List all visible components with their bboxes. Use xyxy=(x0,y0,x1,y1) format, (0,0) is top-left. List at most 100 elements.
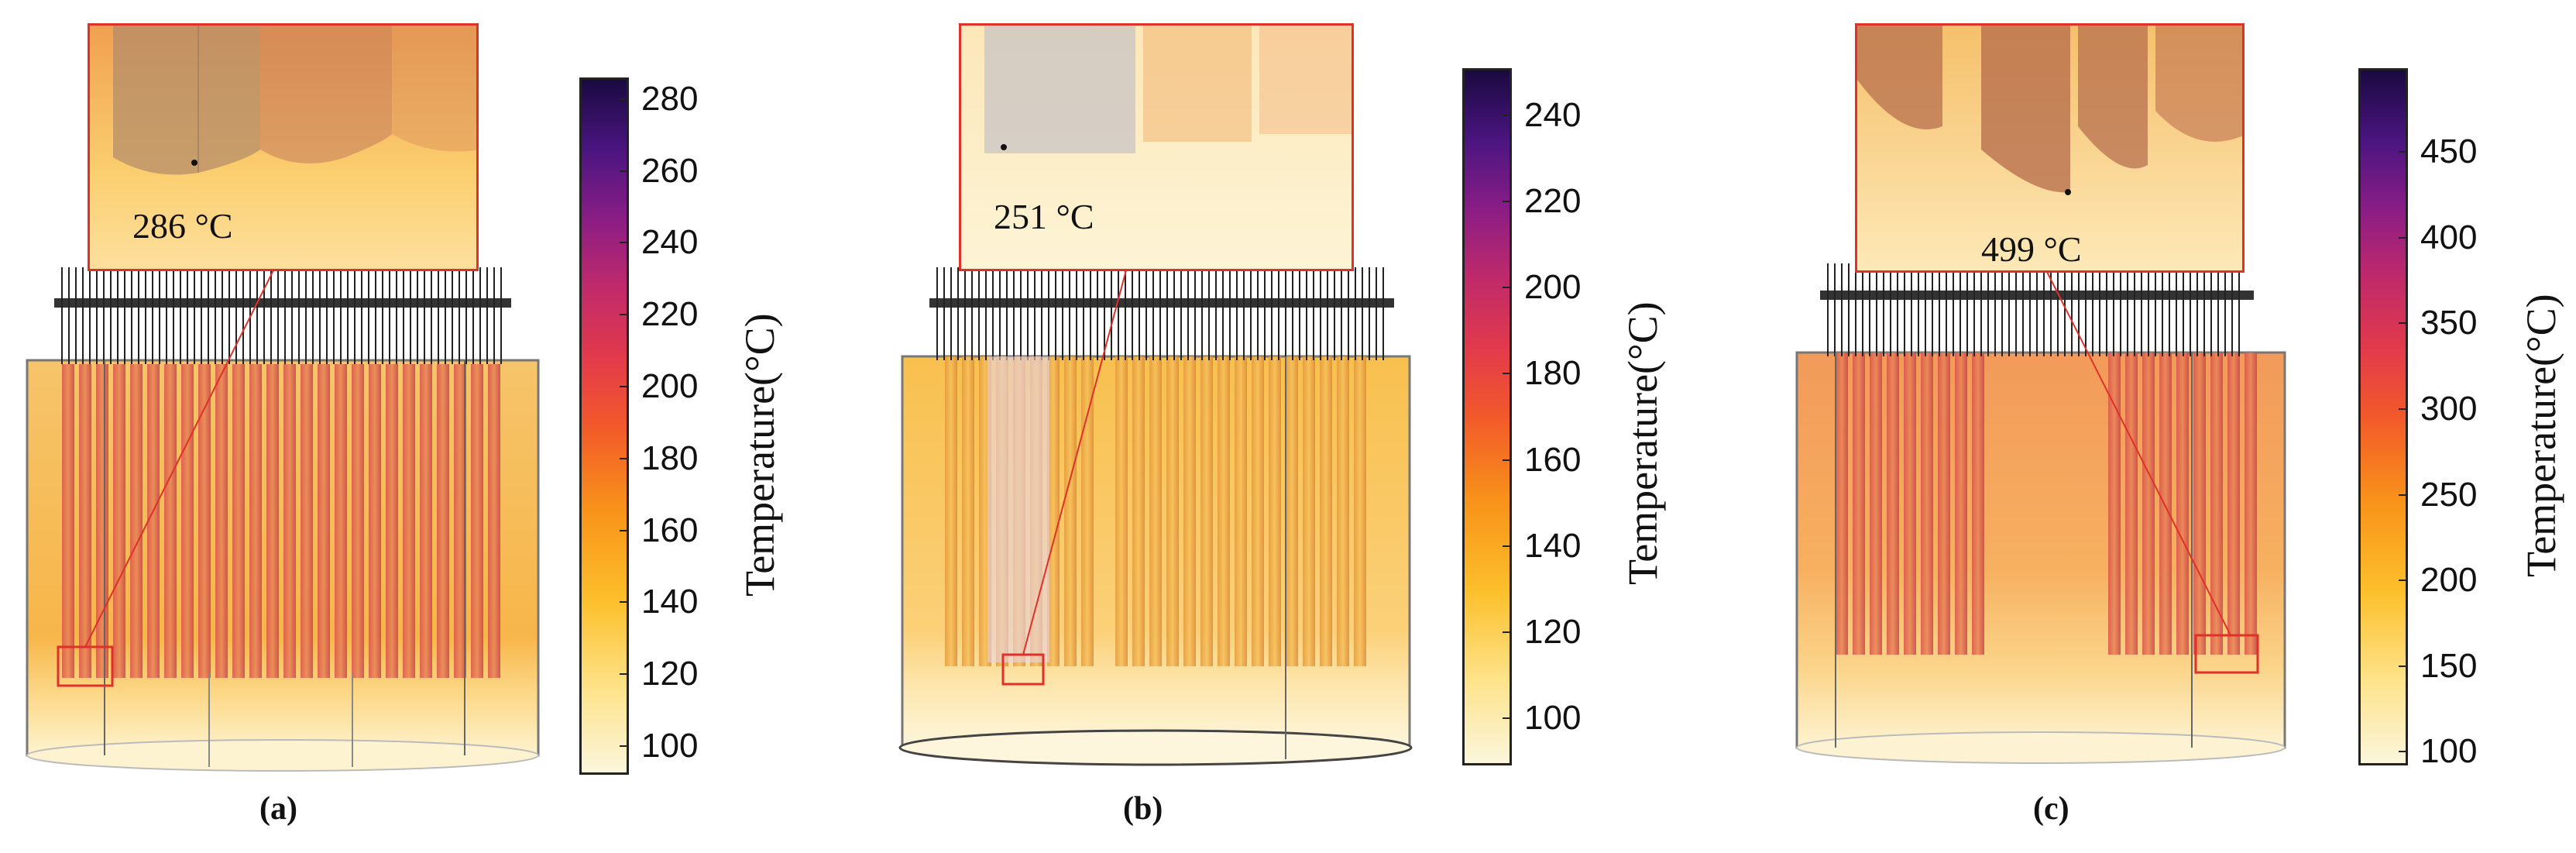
heat-pipe xyxy=(232,364,245,678)
heat-pipe xyxy=(1269,356,1281,666)
heat-pipe xyxy=(266,364,279,678)
colorbar-tick-mark xyxy=(1503,545,1512,547)
heat-pipe xyxy=(471,364,483,678)
colorbar-tick-mark xyxy=(2399,580,2408,582)
colorbar-tick-label: 180 xyxy=(1524,354,1582,393)
colorbar-tick-mark xyxy=(1503,201,1512,203)
colorbar-tick-label: 100 xyxy=(641,726,699,765)
colorbar-tick-mark xyxy=(620,242,629,244)
heat-pipe xyxy=(1286,356,1298,666)
colorbar-tick-mark xyxy=(1503,631,1512,633)
colorbar-tick-label: 140 xyxy=(641,583,699,621)
heat-pipe xyxy=(318,364,330,678)
heat-pipe xyxy=(369,364,381,678)
zoom-label: 286 °C xyxy=(132,206,233,246)
panel-a: 286 °C 280 260 240 220 200 180 160 140 120 100 Te… xyxy=(0,0,852,853)
heat-pipe xyxy=(1921,353,1933,655)
heat-pipe xyxy=(1303,356,1315,666)
colorbar-tick-mark xyxy=(2399,151,2408,153)
heat-pipe xyxy=(1115,356,1128,666)
colorbar-tick-label: 100 xyxy=(1524,698,1582,737)
heat-pipe xyxy=(283,364,296,678)
colorbar-tick-mark xyxy=(620,529,629,531)
heat-pipe xyxy=(2193,353,2206,655)
caption-b: (b) xyxy=(1123,791,1163,827)
panel-c: 499 °C 450 400 350 300 250 200 150 100 Temperat… xyxy=(1727,0,2576,853)
heat-pipe xyxy=(488,364,500,678)
heat-pipe xyxy=(198,364,211,678)
colorbar-tick-mark xyxy=(1503,287,1512,289)
colorbar-tick-mark xyxy=(2399,751,2408,753)
heat-pipe xyxy=(454,364,466,678)
colorbar-tick-label: 200 xyxy=(1524,268,1582,307)
zoom-inset-b: 251 °C xyxy=(959,23,1354,271)
heat-pipe xyxy=(1887,353,1899,655)
colorbar-tick-label: 260 xyxy=(641,151,699,190)
heat-pipe xyxy=(2210,353,2223,655)
heat-pipe xyxy=(79,364,91,678)
heat-pipe xyxy=(1955,353,1967,655)
heat-pipe xyxy=(2159,353,2172,655)
heat-pipe xyxy=(1047,356,1060,666)
heat-pipe xyxy=(1836,353,1848,655)
colorbar-tick-label: 150 xyxy=(2420,646,2478,685)
heat-pipe xyxy=(215,364,228,678)
heat-pipe xyxy=(1938,353,1950,655)
colorbar-tick-label: 100 xyxy=(2420,732,2478,771)
zoom-inset-c: 499 °C xyxy=(1855,23,2245,273)
colorbar-tick-label: 220 xyxy=(1524,182,1582,221)
heat-pipe xyxy=(113,364,125,678)
heat-pipe xyxy=(1081,356,1094,666)
colorbar-tick-label: 140 xyxy=(1524,526,1582,565)
reactor-model-c xyxy=(1795,263,2286,764)
colorbar-tick-mark xyxy=(620,385,629,387)
colorbar-title: Temperature(°C) xyxy=(737,313,783,597)
heat-pipe xyxy=(945,356,957,666)
heat-pipe xyxy=(1200,356,1213,666)
colorbar-tick-label: 160 xyxy=(641,511,699,549)
colorbar-tick-mark xyxy=(2399,322,2408,325)
heat-pipe xyxy=(2176,353,2189,655)
colorbar-tick-mark xyxy=(2399,494,2408,496)
colorbar-tick-mark xyxy=(620,98,629,100)
colorbar-tick-label: 220 xyxy=(641,295,699,334)
zoom-label: 251 °C xyxy=(994,197,1094,236)
reactor-model-a xyxy=(26,267,540,772)
heat-pipe xyxy=(1132,356,1145,666)
heat-pipe xyxy=(301,364,313,678)
colorbar-tick-mark xyxy=(2399,236,2408,239)
colorbar-tick-mark xyxy=(620,314,629,316)
heat-pipe xyxy=(335,364,347,678)
heat-pipe xyxy=(1218,356,1230,666)
colorbar-tick-label: 400 xyxy=(2420,218,2478,256)
colorbar-tick-label: 250 xyxy=(2420,475,2478,514)
caption-c: (c) xyxy=(2033,791,2069,827)
colorbar-tick-label: 200 xyxy=(641,366,699,405)
colorbar-tick-label: 120 xyxy=(1524,612,1582,651)
colorbar-title: Temperature(°C) xyxy=(2518,294,2564,577)
heat-pipe xyxy=(2227,353,2240,655)
heat-pipe xyxy=(1904,353,1916,655)
colorbar-tick-mark xyxy=(620,170,629,172)
heat-pipe xyxy=(2125,353,2138,655)
colorbar-tick-label: 350 xyxy=(2420,304,2478,342)
heat-pipe xyxy=(164,364,177,678)
zoom-label: 499 °C xyxy=(1981,229,2082,269)
heat-pipe xyxy=(1166,356,1179,666)
heat-pipe xyxy=(437,364,449,678)
colorbar-tick-label: 300 xyxy=(2420,390,2478,428)
heat-pipe xyxy=(1149,356,1162,666)
heat-pipe xyxy=(2142,353,2155,655)
colorbar-tick-label: 180 xyxy=(641,439,699,477)
colorbar-a xyxy=(579,77,629,775)
heat-pipe xyxy=(1252,356,1264,666)
colorbar-tick-mark xyxy=(2399,408,2408,411)
colorbar-tick-label: 200 xyxy=(2420,561,2478,600)
colorbar-tick-mark xyxy=(2399,665,2408,667)
colorbar-tick-mark xyxy=(620,673,629,676)
colorbar-tick-mark xyxy=(620,457,629,459)
heat-pipe xyxy=(1337,356,1349,666)
heat-pipe xyxy=(962,356,974,666)
heat-pipe xyxy=(2108,353,2121,655)
heat-pipe xyxy=(352,364,364,678)
